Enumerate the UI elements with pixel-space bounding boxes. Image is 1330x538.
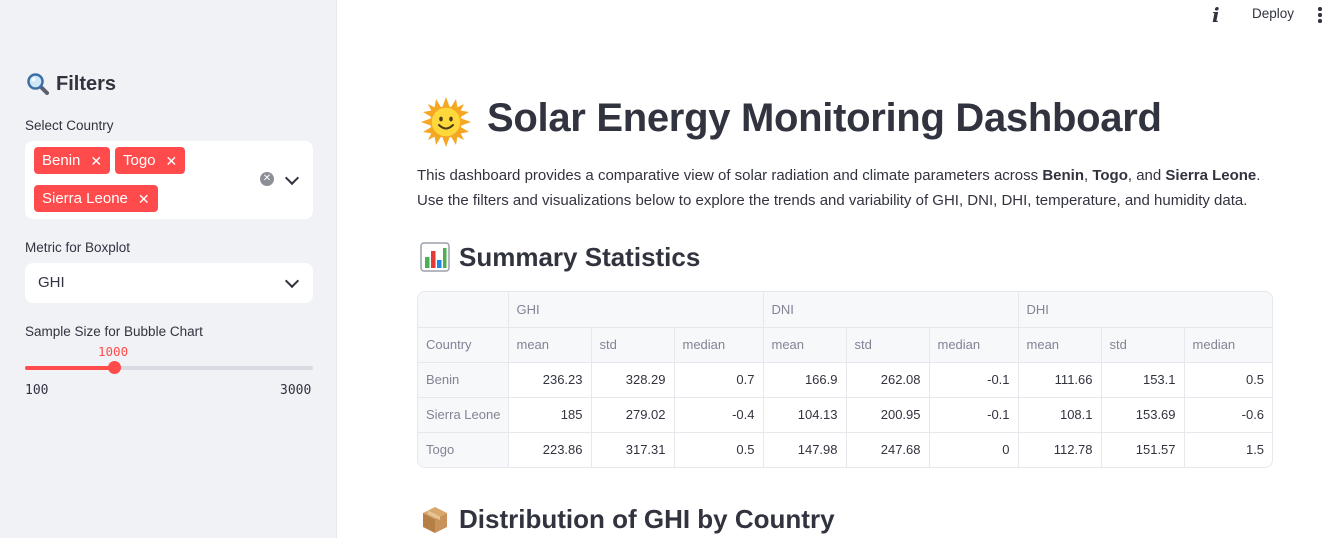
remove-tag-icon[interactable]: ✕ — [137, 190, 150, 207]
distribution-title: Distribution of GHI by Country — [459, 503, 835, 534]
table-cell[interactable]: 185 — [508, 397, 592, 433]
table-group-header-row: GHI DNI DHI — [418, 292, 1272, 328]
magnifier-icon — [26, 72, 50, 96]
row-header: Sierra Leone — [418, 397, 509, 433]
column-header[interactable]: median — [929, 327, 1019, 363]
column-header[interactable]: std — [591, 327, 675, 363]
table-cell[interactable]: -0.4 — [674, 397, 764, 433]
table-cell[interactable]: 223.86 — [508, 432, 592, 467]
group-header: DNI — [763, 292, 1019, 328]
table-cell[interactable]: -0.1 — [929, 362, 1019, 398]
filters-heading: Filters — [26, 72, 116, 96]
summary-heading: Summary Statistics — [419, 241, 700, 273]
column-header[interactable]: mean — [1018, 327, 1102, 363]
table-cell[interactable]: -0.6 — [1184, 397, 1272, 433]
table-cell[interactable]: 262.08 — [846, 362, 930, 398]
info-icon[interactable]: i — [1212, 3, 1220, 27]
table-cell[interactable]: 153.1 — [1101, 362, 1185, 398]
group-header: DHI — [1018, 292, 1272, 328]
table-cell[interactable]: 0.5 — [1184, 362, 1272, 398]
column-header[interactable]: median — [1184, 327, 1272, 363]
chevron-down-icon[interactable] — [284, 273, 300, 289]
table-cell[interactable]: 317.31 — [591, 432, 675, 467]
main-menu-icon[interactable] — [1318, 7, 1322, 25]
table-cell[interactable]: 328.29 — [591, 362, 675, 398]
desc-country: Togo — [1092, 167, 1128, 184]
column-header[interactable]: mean — [508, 327, 592, 363]
distribution-heading: Distribution of GHI by Country — [419, 503, 835, 535]
column-header[interactable]: mean — [763, 327, 847, 363]
metric-select[interactable]: GHI — [25, 263, 313, 303]
summary-title: Summary Statistics — [459, 241, 701, 272]
group-header: GHI — [508, 292, 764, 328]
remove-tag-icon[interactable]: ✕ — [165, 152, 178, 169]
clear-all-icon[interactable]: ✕ — [260, 172, 274, 186]
page-description: This dashboard provides a comparative vi… — [417, 163, 1277, 213]
box-icon — [419, 503, 451, 535]
table-cell[interactable]: 153.69 — [1101, 397, 1185, 433]
table-cell[interactable]: 1.5 — [1245, 442, 1265, 458]
tag-label: Benin — [42, 152, 81, 169]
table-cell[interactable]: 104.13 — [763, 397, 847, 433]
table-cell[interactable]: 111.66 — [1018, 362, 1102, 398]
table-cell[interactable]: -0.1 — [929, 397, 1019, 433]
table-cell[interactable]: 0 — [929, 432, 1019, 467]
sample-size-label: Sample Size for Bubble Chart — [25, 324, 203, 339]
summary-table[interactable]: GHI DNI DHI Country mean std median mean… — [417, 291, 1273, 468]
slider-value: 1000 — [98, 344, 129, 359]
tag-benin[interactable]: Benin ✕ — [34, 147, 111, 174]
slider-max-label: 3000 — [280, 383, 312, 398]
table-row: Togo 223.86 317.31 0.5 147.98 247.68 0 1… — [418, 432, 1272, 467]
desc-text: , and — [1127, 167, 1166, 184]
table-cell[interactable]: 147.98 — [763, 432, 847, 467]
table-cell[interactable]: 151.57 — [1101, 432, 1185, 467]
tag-label: Sierra Leone — [42, 190, 128, 207]
country-label: Select Country — [25, 118, 114, 133]
table-cell[interactable]: 247.68 — [846, 432, 930, 467]
slider-fill — [25, 366, 115, 370]
table-cell[interactable]: 166.9 — [763, 362, 847, 398]
sidebar: Filters Select Country Benin ✕ Togo ✕ Si… — [0, 0, 337, 538]
table-cell[interactable]: 0.7 — [674, 362, 764, 398]
column-header[interactable]: median — [674, 327, 764, 363]
table-cell[interactable]: 236.23 — [508, 362, 592, 398]
column-header[interactable]: std — [846, 327, 930, 363]
table-column-header-row: Country mean std median mean std median … — [418, 327, 1272, 363]
table-corner-cell — [418, 292, 509, 328]
table-cell[interactable]: 112.78 — [1018, 432, 1102, 467]
table-row: Benin 236.23 328.29 0.7 166.9 262.08 -0.… — [418, 362, 1272, 398]
row-header: Benin — [418, 362, 509, 398]
sun-icon — [420, 96, 472, 148]
table-cell[interactable]: 279.02 — [591, 397, 675, 433]
deploy-button[interactable]: Deploy — [1252, 6, 1295, 21]
page-title: Solar Energy Monitoring Dashboard — [487, 96, 1162, 140]
remove-tag-icon[interactable]: ✕ — [90, 152, 103, 169]
table-cell[interactable]: 108.1 — [1018, 397, 1102, 433]
metric-select-value: GHI — [38, 274, 65, 291]
metric-label: Metric for Boxplot — [25, 240, 131, 255]
slider-thumb[interactable] — [107, 361, 121, 374]
table-cell[interactable]: 200.95 — [846, 397, 930, 433]
bar-chart-icon — [419, 241, 451, 273]
country-multiselect[interactable]: Benin ✕ Togo ✕ Sierra Leone ✕ ✕ — [25, 141, 313, 219]
table-row: Sierra Leone 185 279.02 -0.4 104.13 200.… — [418, 397, 1272, 433]
tag-sierra-leone[interactable]: Sierra Leone ✕ — [34, 185, 158, 212]
chevron-down-icon[interactable] — [284, 170, 300, 186]
desc-text: This dashboard provides a comparative vi… — [417, 167, 1043, 184]
slider-min-label: 100 — [25, 383, 49, 398]
tag-label: Togo — [123, 152, 156, 169]
row-header: Togo — [418, 432, 509, 467]
tag-togo[interactable]: Togo ✕ — [115, 147, 186, 174]
index-header: Country — [418, 327, 509, 363]
sample-size-slider[interactable] — [25, 361, 313, 374]
column-header[interactable]: std — [1101, 327, 1185, 363]
table-cell[interactable]: 0.5 — [674, 432, 764, 467]
desc-country: Benin — [1042, 167, 1084, 184]
filters-title: Filters — [56, 72, 117, 95]
desc-text: , — [1083, 167, 1093, 184]
desc-text: . Use the filters and visualizations bel… — [417, 167, 1261, 209]
desc-country: Sierra Leone — [1165, 167, 1257, 184]
